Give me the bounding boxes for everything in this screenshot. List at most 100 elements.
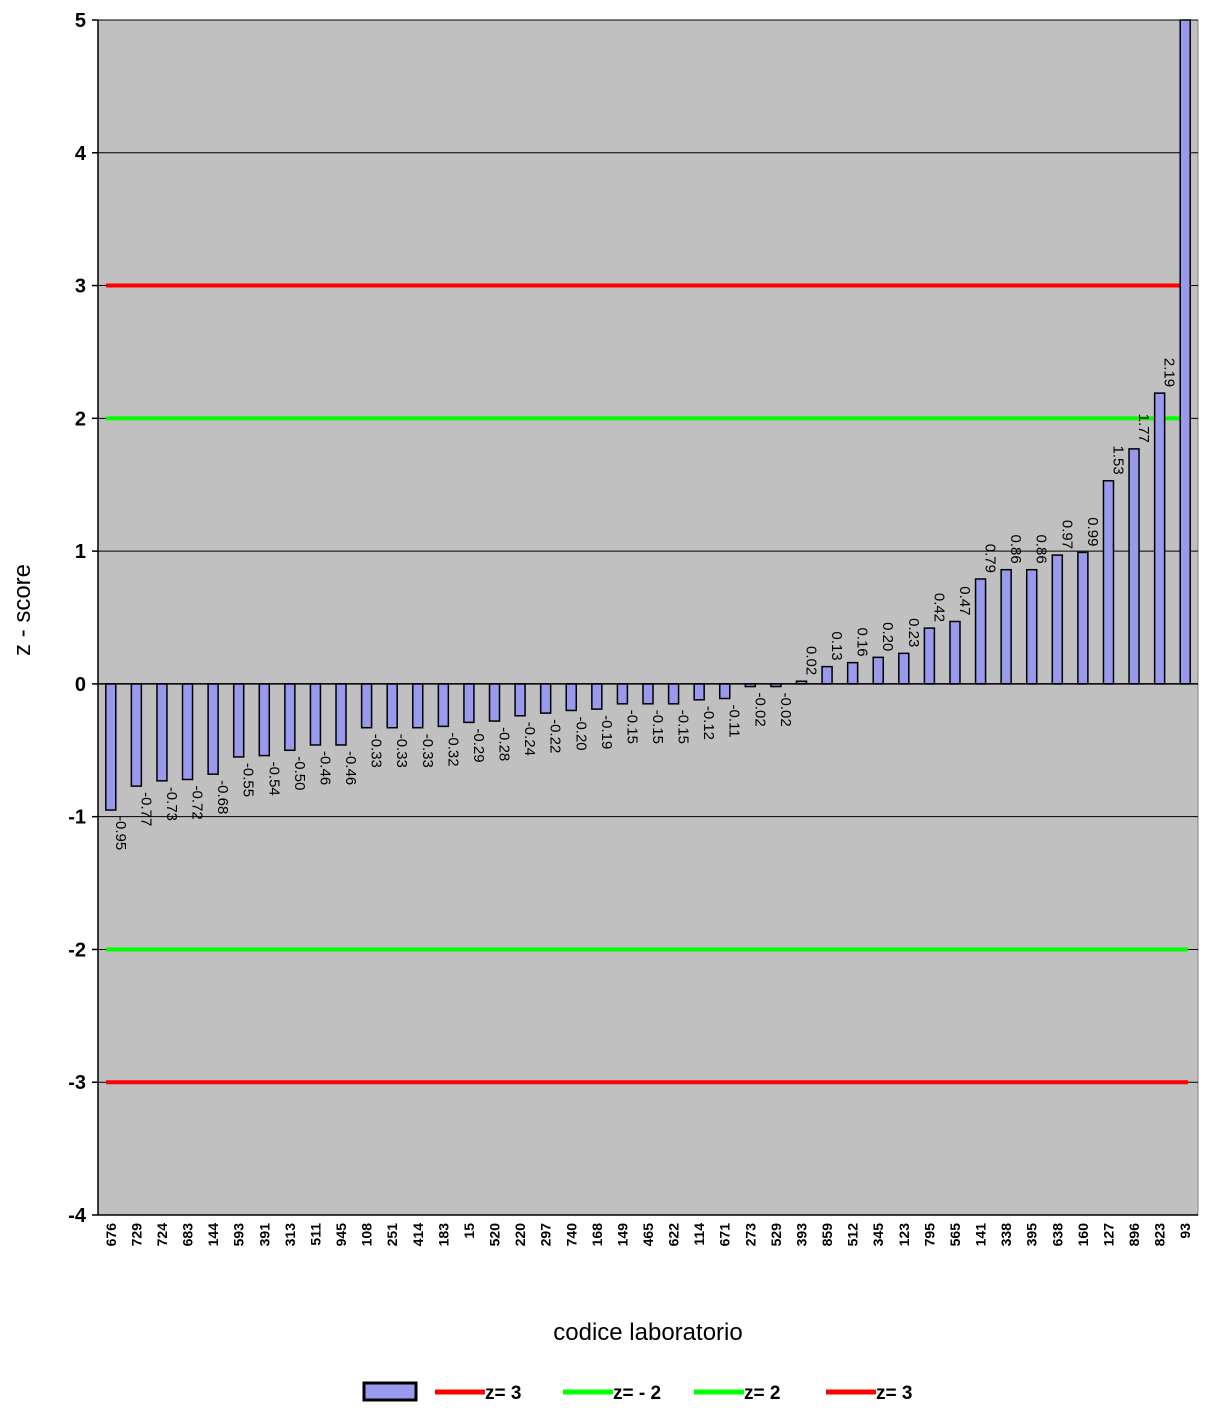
bar — [1179, 19, 1191, 685]
bar — [437, 683, 450, 728]
x-tick-label: 297 — [538, 1223, 554, 1247]
data-label: -0.50 — [291, 756, 308, 790]
bar — [514, 683, 526, 717]
x-tick-label: 622 — [666, 1223, 682, 1247]
data-label: 0.86 — [1033, 534, 1050, 563]
data-label: 0.16 — [854, 627, 871, 656]
bar — [821, 665, 833, 685]
data-label: -0.24 — [521, 722, 538, 756]
y-tick-label: -3 — [68, 1072, 86, 1094]
x-tick-label: 565 — [947, 1223, 963, 1247]
x-tick-label: 638 — [1049, 1223, 1065, 1247]
x-axis-title: codice laboratorio — [553, 1319, 742, 1346]
x-tick-label: 465 — [640, 1223, 656, 1247]
data-label: -0.02 — [777, 693, 794, 727]
x-tick-label: 729 — [128, 1223, 144, 1247]
legend-label: z= 3 — [876, 1383, 912, 1404]
x-tick-label: 338 — [998, 1223, 1014, 1247]
bar — [1128, 448, 1140, 685]
x-tick-label: 740 — [563, 1223, 579, 1247]
data-label: -0.55 — [240, 763, 257, 797]
data-labels: -0.95 -0.77 -0.73 -0.72 -0.68 -0.55 -0.54 -0.50… — [112, 358, 1178, 850]
data-label: 0.86 — [1007, 534, 1024, 563]
bar — [105, 683, 117, 811]
data-label: 0.13 — [828, 631, 845, 660]
x-tick-label: 391 — [256, 1223, 272, 1247]
y-tick-label: 0 — [75, 674, 86, 696]
bar — [923, 627, 936, 685]
bar — [616, 683, 629, 705]
y-tick-label: 3 — [75, 276, 86, 298]
bar — [1077, 551, 1089, 685]
data-label: -0.15 — [623, 710, 640, 744]
x-tick-label: 273 — [742, 1223, 758, 1247]
x-tick-label: 795 — [921, 1223, 937, 1247]
y-tick-label: -1 — [68, 807, 86, 829]
x-tick-label: 593 — [231, 1223, 247, 1247]
x-tick-label: 160 — [1075, 1223, 1091, 1247]
bar — [898, 652, 910, 685]
data-label: 0.42 — [930, 593, 947, 622]
bar — [1000, 568, 1012, 685]
y-tick-label: 5 — [75, 10, 86, 32]
legend-bar-swatch — [362, 1381, 418, 1402]
bar — [591, 683, 603, 710]
bar — [539, 683, 552, 714]
bar — [309, 683, 322, 746]
bar — [463, 683, 475, 724]
data-label: 0.79 — [982, 544, 999, 573]
bar — [284, 683, 296, 752]
data-label: -0.29 — [470, 728, 487, 762]
y-tick-label: 4 — [75, 143, 87, 165]
bar — [412, 683, 424, 729]
legend-label: z= 3 — [485, 1383, 521, 1404]
x-tick-label: 859 — [819, 1223, 835, 1247]
x-tick-label: 683 — [180, 1223, 196, 1247]
x-tick-label: 414 — [410, 1223, 426, 1247]
data-label: -0.33 — [393, 734, 410, 768]
y-tick-label: 2 — [75, 408, 86, 430]
data-label: 0.99 — [1084, 517, 1101, 546]
data-label: -0.12 — [700, 706, 717, 740]
bar — [232, 683, 245, 758]
data-label: 1.77 — [1135, 414, 1152, 443]
bar — [386, 683, 398, 729]
data-label: -0.19 — [598, 715, 615, 749]
data-label: 0.02 — [802, 646, 819, 675]
bar — [846, 661, 859, 685]
data-label: -0.15 — [675, 710, 692, 744]
x-tick-label: 511 — [307, 1223, 323, 1246]
bar — [156, 683, 168, 782]
y-tick-label: 1 — [75, 541, 86, 563]
bar — [130, 683, 143, 787]
bar — [488, 683, 501, 722]
x-tick-label: 671 — [717, 1223, 733, 1247]
x-tick-label: 945 — [333, 1223, 349, 1247]
data-label: -0.68 — [214, 780, 231, 814]
data-label: -0.54 — [265, 762, 282, 796]
x-tick-label: 724 — [154, 1223, 170, 1247]
reference-lines — [106, 283, 1188, 1085]
y-tick-label: -2 — [68, 939, 86, 961]
x-tick-label: 93 — [1177, 1223, 1193, 1239]
x-tick-label: 114 — [691, 1223, 707, 1246]
x-tick-label: 183 — [435, 1223, 451, 1247]
x-tick-label: 220 — [512, 1223, 528, 1247]
bar — [949, 620, 961, 685]
legend-label: z= - 2 — [613, 1383, 661, 1404]
x-tick-label: 251 — [384, 1223, 400, 1247]
bar — [565, 683, 578, 712]
x-tick-label: 395 — [1024, 1223, 1040, 1247]
data-label: -0.95 — [112, 816, 129, 850]
data-label: 0.20 — [879, 622, 896, 651]
x-tick-label: 15 — [461, 1223, 477, 1239]
x-tick-label: 141 — [973, 1223, 989, 1247]
bar — [1153, 392, 1166, 685]
x-tick-label: 512 — [845, 1223, 861, 1247]
y-tick-label: -4 — [68, 1205, 87, 1227]
y-axis-title: z - score — [9, 564, 36, 656]
x-tick-label: 144 — [205, 1223, 221, 1247]
legend-label: z= 2 — [744, 1383, 780, 1404]
